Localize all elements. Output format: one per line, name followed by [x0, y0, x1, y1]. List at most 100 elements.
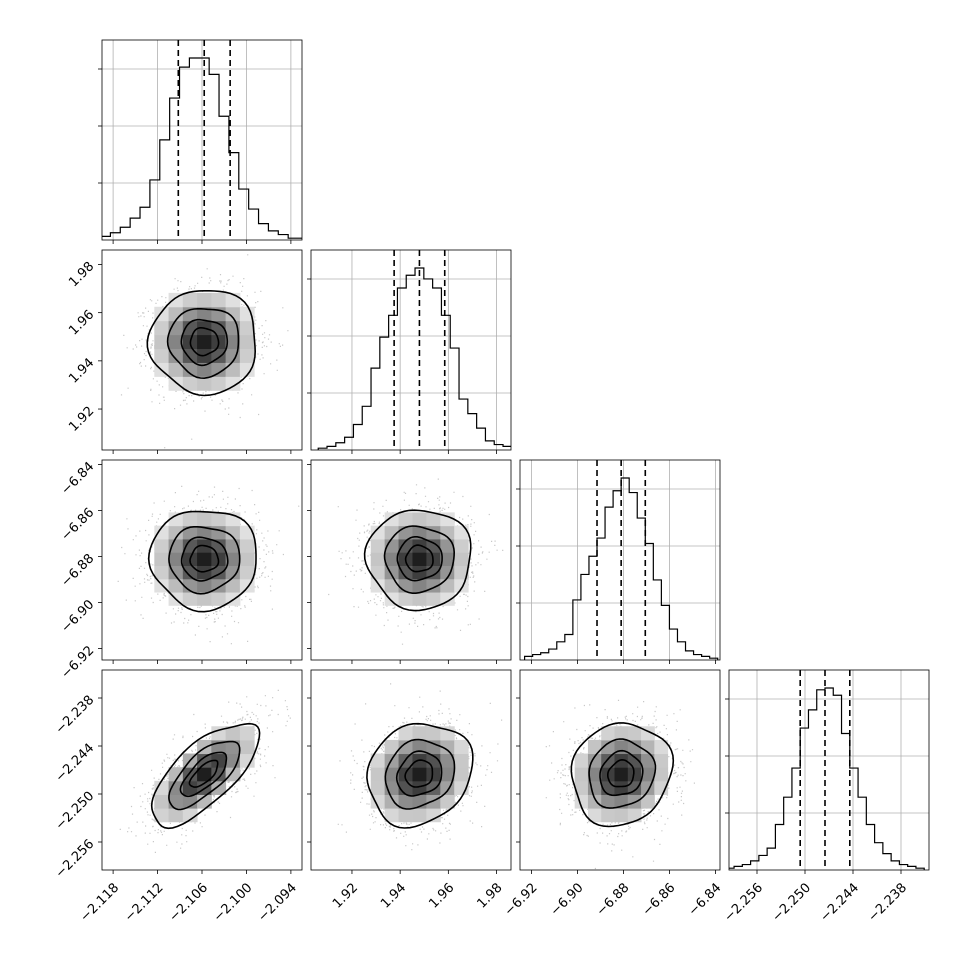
panel-frame-3-2: [519, 669, 721, 871]
contour-1-0-3: [189, 327, 220, 357]
y-tick-label-2-1: −6.90: [59, 597, 98, 636]
histogram-panel-1: [307, 249, 512, 454]
density-cell-3-1-4-6: [412, 739, 427, 755]
y-tick-label-3-2: −2.244: [53, 741, 98, 786]
density-cell-3-1-1-4: [370, 767, 386, 782]
density-cell-2-0-5-1: [211, 592, 227, 606]
contour-2-0-0: [147, 510, 257, 613]
density-cell-2-0-2-4: [168, 552, 184, 566]
density-cell-3-2-3-6: [601, 739, 616, 755]
density-cell-2-1-7-3: [454, 565, 469, 580]
density-cell-3-1-3-6: [398, 739, 413, 755]
density-cell-2-0-7-5: [239, 538, 255, 553]
density-cell-3-0-1-2: [154, 794, 170, 809]
density-cell-3-2-7-6: [654, 739, 669, 755]
density-cell-3-1-2-1: [384, 808, 400, 823]
density-cell-2-1-7-5: [454, 538, 469, 553]
x-tick-label-0-0: −2.118: [78, 880, 123, 925]
density-cell-3-2-3-7: [601, 726, 616, 741]
density-cell-3-0-7-7: [239, 726, 255, 741]
scatter-panel-3-0: [98, 669, 303, 874]
density-cell-3-1-5-4: [426, 767, 441, 782]
contour-3-0-1: [168, 740, 241, 811]
density-cell-2-0-5-7: [211, 512, 227, 527]
panel-frame-3-3: [728, 669, 930, 871]
density-cell-3-2-5-4: [627, 767, 642, 782]
density-cell-2-1-2-4: [384, 552, 400, 566]
density-cell-2-1-7-2: [454, 578, 469, 593]
scatter-panel-2-0: [98, 459, 303, 664]
contour-1-0-2: [180, 318, 229, 367]
density-cell-2-1-3-5: [398, 538, 413, 553]
density-grid-2-0: [154, 512, 255, 606]
panel-frame-1-1: [310, 249, 512, 451]
density-cell-1-0-4-4: [197, 334, 212, 350]
density-cell-3-0-4-2: [197, 794, 212, 809]
panel-frame-3-1: [310, 669, 512, 871]
density-cell-1-0-1-4: [154, 334, 170, 350]
density-cell-1-0-3-3: [182, 348, 198, 363]
scatter-panel-3-1: [307, 669, 512, 874]
density-cell-2-1-7-6: [454, 525, 469, 540]
histogram-1: [317, 267, 511, 450]
contour-3-1-2: [395, 750, 443, 797]
density-cell-3-0-5-5: [211, 753, 227, 768]
density-cell-1-0-4-7: [197, 292, 212, 308]
panel-frame-2-1: [310, 459, 512, 661]
density-cell-2-1-4-2: [412, 578, 427, 593]
density-cell-3-1-3-1: [398, 808, 413, 823]
contour-3-1-1: [384, 738, 456, 810]
density-cell-2-1-4-1: [412, 592, 427, 606]
density-cell-1-0-6-4: [225, 334, 241, 350]
density-cell-1-0-5-7: [211, 292, 227, 308]
contour-2-0-3: [189, 544, 220, 573]
density-cell-1-0-7-3: [239, 348, 255, 363]
density-cell-2-1-1-5: [370, 538, 386, 553]
density-cell-3-1-7-5: [454, 753, 469, 768]
density-cell-3-0-3-2: [182, 794, 198, 809]
contour-2-1-1: [383, 525, 456, 594]
contour-3-0-0: [150, 722, 261, 830]
density-cell-3-0-7-5: [239, 753, 255, 768]
x-tick-label-0-2: −2.106: [166, 880, 211, 925]
density-cell-2-0-2-2: [168, 578, 184, 593]
y-tick-label-3-0: −2.256: [53, 837, 98, 882]
y-tick-label-1-2: 1.96: [66, 307, 97, 338]
contour-2-0-2: [180, 536, 229, 582]
density-cell-2-0-6-3: [225, 565, 241, 580]
scatter-panel-2-1: [307, 459, 512, 664]
density-cell-3-2-7-4: [654, 767, 669, 782]
density-grid-3-2: [574, 726, 669, 823]
density-cell-2-1-4-6: [412, 525, 427, 540]
histogram-panel-2: [516, 459, 721, 664]
density-cell-3-0-2-2: [168, 794, 184, 809]
density-cell-1-0-5-1: [211, 376, 227, 391]
density-cell-3-0-3-1: [182, 808, 198, 823]
density-cell-3-0-4-5: [197, 753, 212, 768]
density-cell-3-1-6-6: [440, 739, 455, 755]
density-cell-3-0-1-3: [154, 780, 170, 795]
contour-2-1-2: [396, 536, 443, 582]
density-cell-1-0-2-6: [168, 306, 184, 322]
density-cell-2-1-4-4: [412, 552, 427, 566]
density-cell-2-0-1-5: [154, 538, 170, 553]
density-cell-2-0-6-2: [225, 578, 241, 593]
contour-3-2-0: [570, 722, 675, 828]
panel-frame-2-2: [519, 459, 721, 661]
density-cell-3-0-2-4: [168, 767, 184, 782]
density-cell-2-0-4-7: [197, 512, 212, 527]
density-cell-3-2-5-6: [627, 739, 642, 755]
y-tick-label-2-0: −6.92: [59, 643, 98, 682]
density-cell-2-0-4-4: [197, 552, 212, 566]
density-cell-2-1-2-2: [384, 578, 400, 593]
y-tick-label-1-1: 1.94: [66, 356, 97, 387]
density-cell-2-1-1-3: [370, 565, 386, 580]
density-cell-2-1-1-4: [370, 552, 386, 566]
density-cell-2-0-5-6: [211, 525, 227, 540]
density-cell-3-1-6-2: [440, 794, 455, 809]
density-cell-3-1-1-5: [370, 753, 386, 768]
density-cell-3-0-5-3: [211, 780, 227, 795]
contour-3-1-3: [404, 759, 434, 788]
density-cell-3-1-3-2: [398, 794, 413, 809]
